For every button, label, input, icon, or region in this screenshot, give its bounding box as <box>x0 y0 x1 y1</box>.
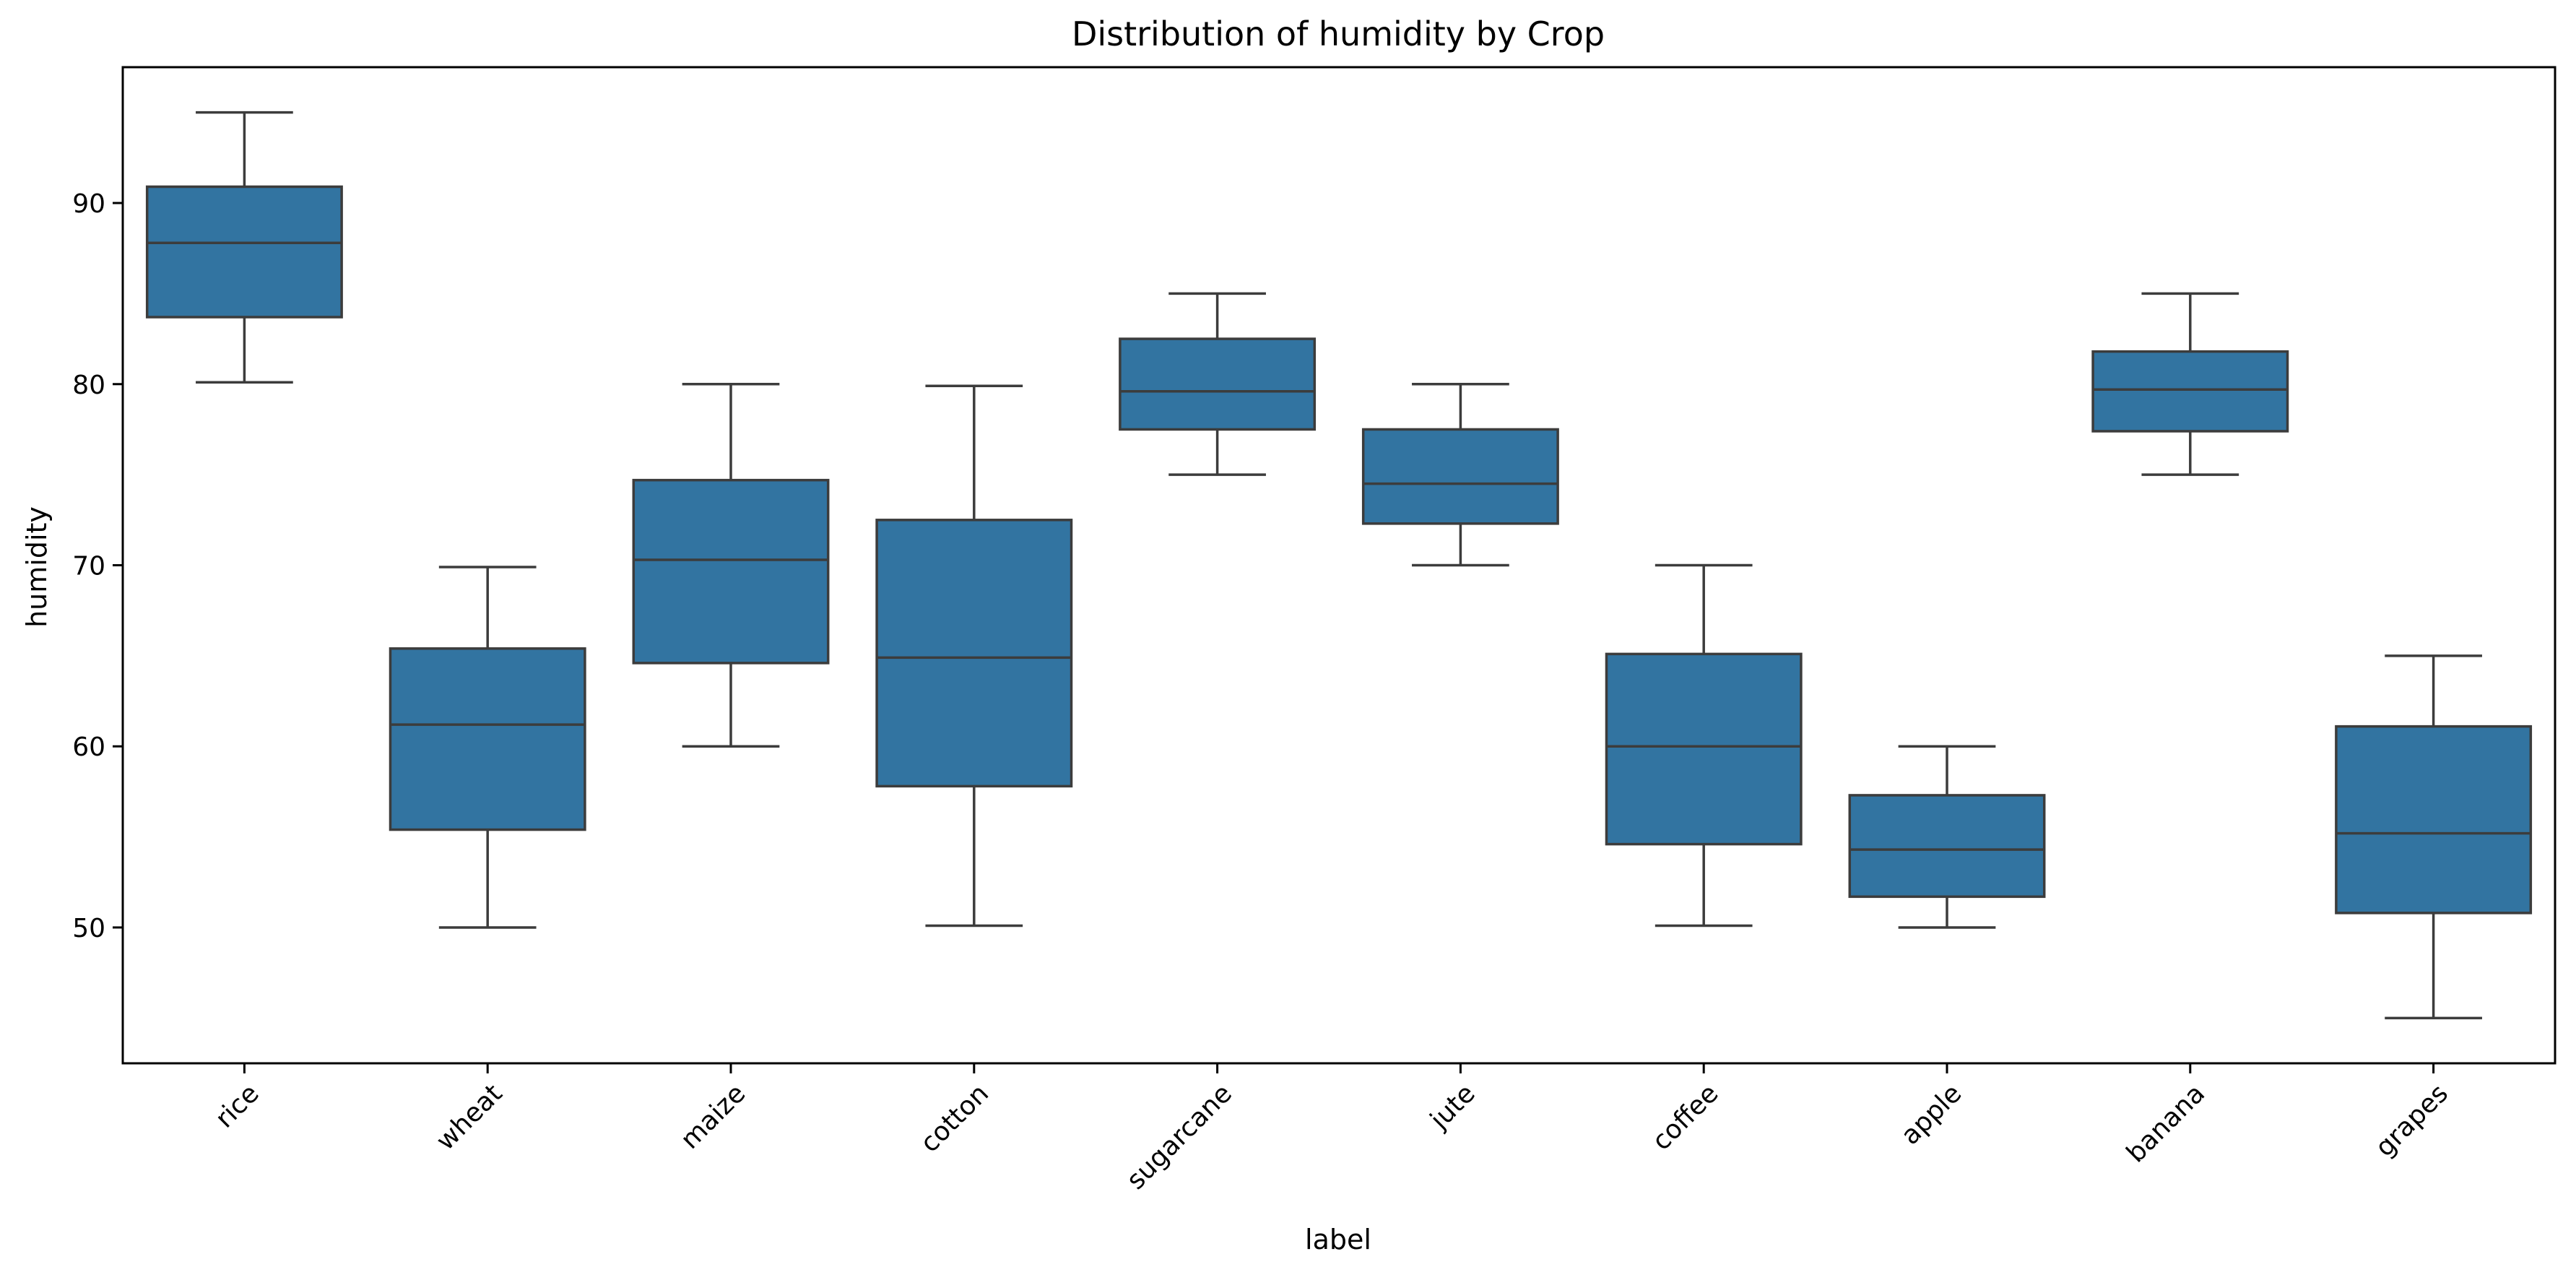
box-wheat <box>389 647 586 831</box>
y-axis-label: humidity <box>21 506 53 628</box>
y-tick-label-60: 60 <box>72 732 105 762</box>
box-maize <box>632 478 830 665</box>
box-banana <box>2091 350 2289 433</box>
x-axis-label: label <box>1305 1224 1371 1255</box>
y-tick-label-80: 80 <box>72 371 105 400</box>
y-tick-label-90: 90 <box>72 189 105 219</box>
box-coffee <box>1605 652 1803 846</box>
box-apple <box>1848 794 2046 899</box>
box-rice <box>145 185 343 319</box>
box-jute <box>1361 428 1559 525</box>
box-sugarcane <box>1119 337 1317 431</box>
box-grapes <box>2335 725 2533 914</box>
y-tick-label-50: 50 <box>72 914 105 943</box>
box-cotton <box>875 519 1073 788</box>
y-tick-label-70: 70 <box>72 552 105 581</box>
chart-title: Distribution of humidity by Crop <box>1072 14 1605 53</box>
